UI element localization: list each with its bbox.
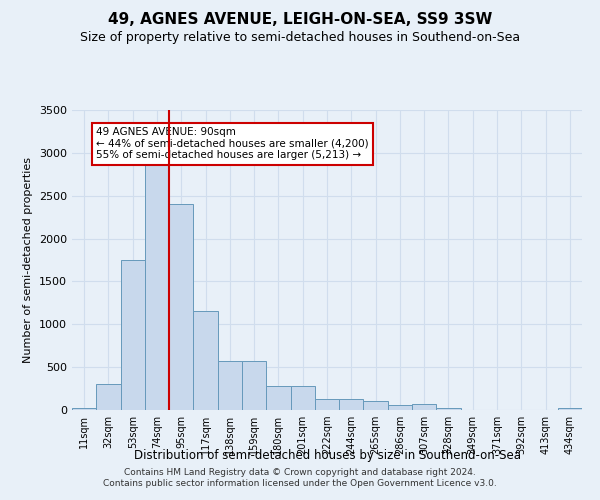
Text: 49 AGNES AVENUE: 90sqm
← 44% of semi-detached houses are smaller (4,200)
55% of : 49 AGNES AVENUE: 90sqm ← 44% of semi-det… [96, 127, 369, 160]
Bar [218, 361, 242, 410]
Bar [339, 399, 364, 410]
Text: 49, AGNES AVENUE, LEIGH-ON-SEA, SS9 3SW: 49, AGNES AVENUE, LEIGH-ON-SEA, SS9 3SW [108, 12, 492, 28]
Bar [290, 386, 315, 410]
Bar [364, 402, 388, 410]
Bar [72, 408, 96, 410]
Bar [96, 384, 121, 410]
Bar [315, 399, 339, 410]
Bar [193, 312, 218, 410]
Bar [121, 260, 145, 410]
Bar [169, 204, 193, 410]
Bar [266, 386, 290, 410]
Bar [145, 148, 169, 410]
Bar [558, 408, 582, 410]
Bar [388, 405, 412, 410]
Y-axis label: Number of semi-detached properties: Number of semi-detached properties [23, 157, 34, 363]
Bar [242, 361, 266, 410]
Text: Distribution of semi-detached houses by size in Southend-on-Sea: Distribution of semi-detached houses by … [133, 448, 521, 462]
Bar [436, 408, 461, 410]
Bar [412, 404, 436, 410]
Text: Contains HM Land Registry data © Crown copyright and database right 2024.
Contai: Contains HM Land Registry data © Crown c… [103, 468, 497, 487]
Text: Size of property relative to semi-detached houses in Southend-on-Sea: Size of property relative to semi-detach… [80, 31, 520, 44]
